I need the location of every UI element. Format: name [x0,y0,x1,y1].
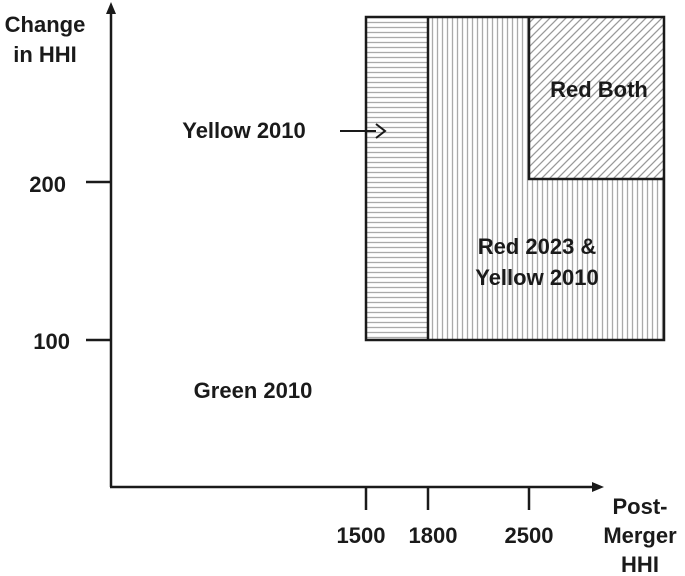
x-tick-label-2500: 2500 [505,523,554,548]
y-axis-title-line-2: in HHI [13,42,77,67]
yellow-2010-arrow-head [375,123,387,139]
red-2023-yellow-2010-label-line-1: Red 2023 & [478,234,597,259]
y-tick-label-200: 200 [29,172,66,197]
red-both-label: Red Both [550,77,648,102]
x-axis-arrowhead [592,482,604,492]
green-2010-annotation: Green 2010 [194,378,313,403]
x-axis-title-line-2: Merger [603,523,677,548]
x-axis-title-line-3: HHI [621,552,659,576]
yellow-2010-band [366,17,428,340]
red-2023-yellow-2010-label-line-2: Yellow 2010 [475,265,599,290]
red-both-region [529,17,664,179]
x-tick-label-1800: 1800 [409,523,458,548]
y-axis-title-line-1: Change [5,12,86,37]
x-axis-title-line-1: Post- [613,494,668,519]
x-tick-label-1500: 1500 [337,523,386,548]
y-axis-arrowhead [106,2,116,14]
y-tick-label-100: 100 [33,329,70,354]
yellow-2010-annotation: Yellow 2010 [182,118,306,143]
red-both-outline [527,17,664,181]
